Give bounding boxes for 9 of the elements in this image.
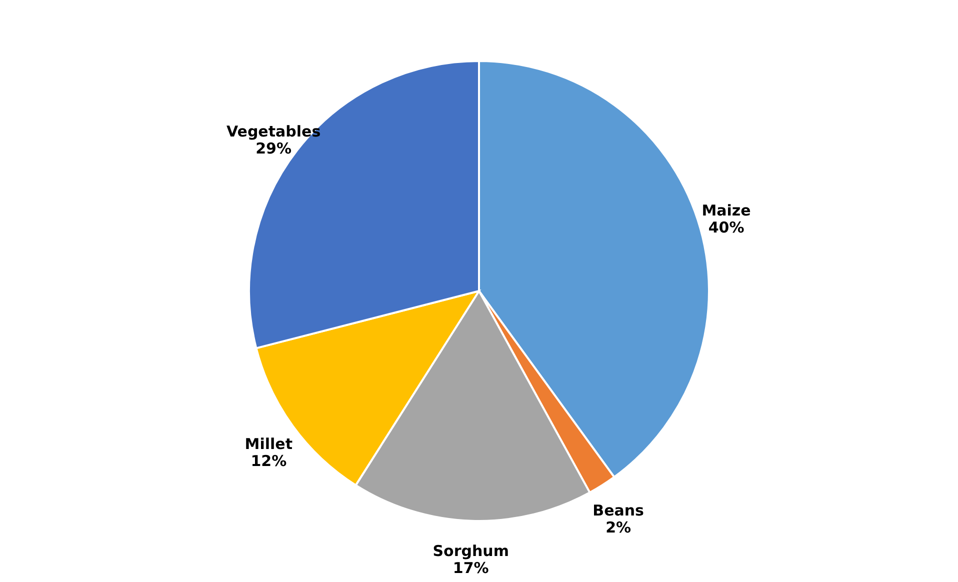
slice-label: Maize <box>702 202 751 220</box>
slice-label: Millet <box>244 434 293 453</box>
slice-label: Sorghum <box>432 542 509 560</box>
data-label: 2% <box>606 518 632 537</box>
data-label: 29% <box>256 140 292 158</box>
data-label: 17% <box>452 558 489 577</box>
data-label: 12% <box>250 452 287 470</box>
slice-label: Beans <box>592 502 644 520</box>
data-label: 40% <box>708 218 744 237</box>
